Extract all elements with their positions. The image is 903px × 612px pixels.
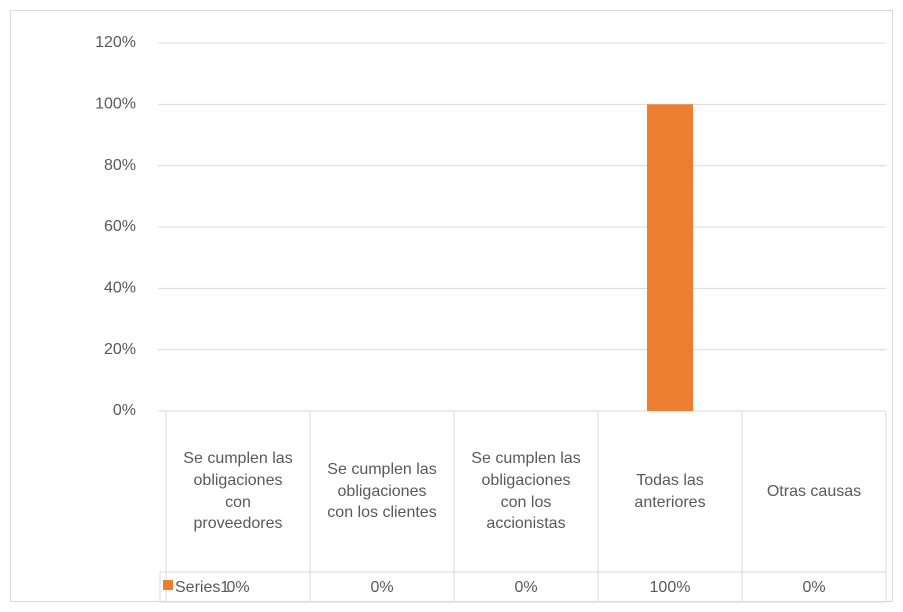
chart-border	[10, 10, 893, 602]
legend-key	[163, 580, 173, 590]
x-tick-label: Otras causas	[766, 482, 862, 500]
category-cell: Se cumplen las obligaciones con proveedo…	[183, 450, 293, 533]
data-label: 0%	[370, 579, 393, 596]
x-tick-label: Se cumplen las obligaciones con los acci…	[471, 450, 581, 533]
x-tick-label: Todas las anteriores	[634, 471, 706, 511]
y-tick-label: 80%	[104, 157, 136, 174]
y-tick-label: 120%	[95, 34, 136, 51]
y-tick-label: 100%	[95, 96, 136, 113]
y-tick-label: 40%	[104, 280, 136, 297]
category-cell: Se cumplen las obligaciones con los clie…	[327, 461, 437, 522]
category-cell: Todas las anteriores	[634, 471, 706, 511]
legend-label: Series1	[175, 579, 229, 596]
data-label: 0%	[226, 579, 249, 596]
bar	[647, 104, 693, 411]
category-cell: Se cumplen las obligaciones con los acci…	[471, 450, 581, 533]
x-tick-label: Se cumplen las obligaciones con proveedo…	[183, 450, 293, 533]
y-tick-label: 0%	[113, 402, 136, 419]
x-tick-label: Se cumplen las obligaciones con los clie…	[327, 461, 437, 522]
y-tick-label: 20%	[104, 341, 136, 358]
data-label: 0%	[514, 579, 537, 596]
category-cell: Otras causas	[766, 482, 862, 500]
data-label: 0%	[802, 579, 825, 596]
data-label: 100%	[650, 579, 691, 596]
y-tick-label: 60%	[104, 218, 136, 235]
